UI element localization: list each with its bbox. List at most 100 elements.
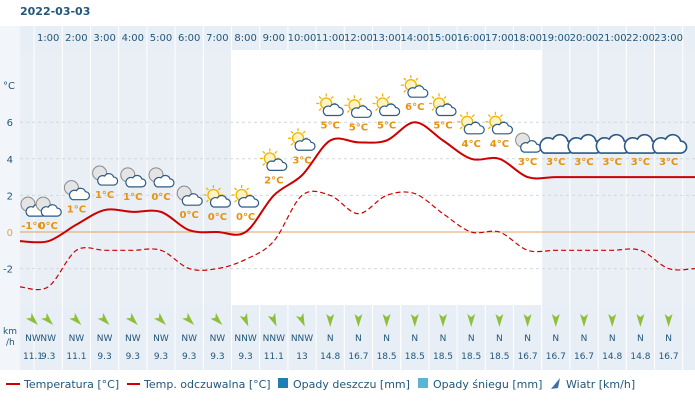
wind-direction: N (581, 334, 588, 344)
temperature-label: 0°C (208, 212, 227, 223)
wind-direction: N (440, 334, 447, 344)
wind-direction: N (637, 334, 644, 344)
wind-speed: 16.7 (348, 352, 368, 362)
wind-arrow-icon (439, 314, 447, 327)
hour-label: 15:00 (429, 33, 458, 44)
cloud-icon (652, 133, 688, 154)
wind-arrow-shape (608, 314, 617, 327)
hour-label: 12:00 (344, 33, 373, 44)
wind-arrow-shape (523, 314, 532, 327)
temperature-label: 3°C (659, 157, 678, 168)
wind-speed: 18.5 (377, 352, 397, 362)
wind-arrow-shape (326, 314, 335, 327)
temperature-label: 0°C (39, 221, 58, 232)
wind-arrow-icon (239, 312, 249, 327)
temperature-label: 3°C (574, 157, 593, 168)
wind-arrow-shape (295, 312, 305, 327)
sun-ray-icon (330, 95, 334, 100)
hour-label: 23:00 (654, 33, 683, 44)
cloud-icon (238, 195, 260, 208)
wind-arrow-shape (467, 314, 476, 327)
wind-speed: 16.7 (518, 352, 538, 362)
legend-snow: Opady śniegu [mm] (433, 378, 542, 391)
wind-arrow-shape (210, 312, 223, 325)
wind-arrow-shape (97, 312, 110, 325)
y-tick-label: 6 (7, 118, 13, 129)
cloud-icon (266, 158, 288, 171)
wind-direction: NW (153, 334, 169, 344)
wind-speed: 9.3 (210, 352, 224, 362)
wind-speed: 11.1 (264, 352, 284, 362)
temperature-label: 0°C (236, 212, 255, 223)
wind-direction: N (665, 334, 672, 344)
wind-direction: N (496, 334, 503, 344)
sun-ray-icon (431, 95, 435, 100)
cloud-icon (153, 174, 175, 188)
legend-wind-icon (551, 378, 560, 389)
hour-label: 2:00 (65, 33, 87, 44)
legend-wind: Wiatr [km/h] (566, 378, 635, 391)
wind-arrow-shape (439, 314, 447, 327)
wind-arrow-shape (153, 312, 166, 325)
wind-arrow-icon (382, 314, 391, 327)
sun-ray-icon (262, 150, 266, 154)
y-tick-label: 4 (7, 155, 13, 166)
sun-ray-icon (487, 126, 491, 130)
temperature-label: 4°C (490, 139, 509, 150)
wind-direction: N (552, 334, 559, 344)
legend-rain-swatch (278, 378, 288, 388)
y-unit-label: °C (3, 81, 15, 92)
wind-direction: NW (69, 334, 85, 344)
forecast-date: 2022-03-03 (20, 5, 91, 18)
wind-arrow-icon (580, 314, 588, 327)
wind-arrow-icon (523, 314, 532, 327)
temperature-label: 1°C (95, 190, 114, 201)
temperature-label: 5°C (321, 121, 340, 132)
wind-direction: N (355, 334, 362, 344)
sun-ray-icon (443, 95, 447, 100)
wind-arrow-icon (182, 312, 195, 325)
temperature-label: -1°C (21, 221, 44, 232)
wind-direction: NW (25, 334, 41, 344)
wind-arrow-icon (551, 314, 560, 327)
wind-direction: N (327, 334, 334, 344)
wind-arrow-shape (25, 312, 38, 325)
sun-ray-icon (358, 97, 362, 101)
wind-speed: 18.5 (405, 352, 425, 362)
wind-arrow-shape (580, 314, 588, 327)
wind-direction: NW (40, 334, 56, 344)
hour-label: 17:00 (485, 33, 514, 44)
cloud-icon (407, 85, 429, 98)
y-tick-label: 0 (7, 228, 13, 239)
wind-arrow-shape (69, 312, 82, 325)
wind-arrow-icon (326, 314, 335, 327)
wind-arrow-shape (636, 314, 645, 327)
wind-speed: 9.3 (126, 352, 140, 362)
sun-ray-icon (375, 107, 379, 112)
temperature-label: 1°C (123, 192, 142, 203)
sun-ray-icon (387, 95, 391, 100)
hour-label: 19:00 (541, 33, 570, 44)
wind-direction: NW (125, 334, 141, 344)
wind-arrow-shape (382, 314, 391, 327)
wind-direction: NNW (234, 334, 256, 344)
wind-speed: 11.1 (66, 352, 86, 362)
wind-arrow-icon (354, 314, 363, 327)
sun-ray-icon (487, 114, 491, 118)
wind-arrow-shape (551, 314, 560, 327)
temperature-line (19, 121, 695, 244)
cloud-icon (322, 103, 344, 117)
wind-speed: 14.8 (630, 352, 650, 362)
temperature-label: 4°C (462, 139, 481, 150)
cloud-icon (125, 174, 147, 188)
wind-speed: 18.5 (433, 352, 453, 362)
temperature-label: 3°C (518, 157, 537, 168)
sun-ray-icon (318, 95, 322, 100)
hour-label: 10:00 (288, 33, 317, 44)
wind-arrow-shape (267, 312, 277, 327)
wind-arrow-icon (636, 314, 645, 327)
sun-ray-icon (234, 187, 238, 191)
wind-arrow-icon (97, 312, 110, 325)
